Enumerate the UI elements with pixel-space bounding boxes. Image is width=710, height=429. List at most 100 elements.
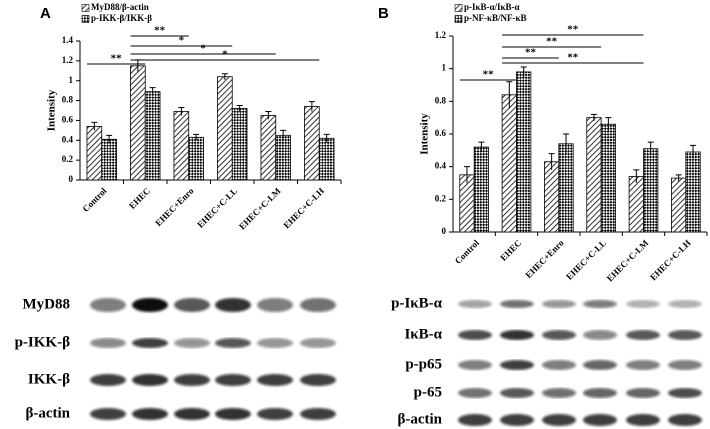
bar	[101, 138, 117, 181]
significance-label: **	[483, 69, 495, 81]
blot-label: p-IκB-α	[391, 295, 443, 311]
blot-band	[257, 298, 293, 312]
legend-swatch	[81, 4, 90, 12]
blot-label: p-65	[414, 384, 442, 400]
blot-band	[174, 374, 210, 386]
bar	[501, 94, 517, 233]
x-tick-label: EHEC+C-LM	[605, 237, 651, 283]
y-tick-label: 0	[69, 174, 74, 184]
error-bar	[265, 110, 272, 120]
y-tick-label: 0.6	[62, 114, 74, 124]
blot-band	[583, 360, 617, 370]
blot-band	[458, 360, 492, 370]
y-tick-label: 1.4	[62, 35, 74, 45]
blot-label: β-actin	[397, 411, 442, 427]
blot-band	[257, 338, 293, 348]
blot-band	[90, 338, 126, 348]
bar	[188, 136, 204, 181]
blot-label: IκB-α	[404, 326, 442, 342]
significance-label: *	[222, 49, 228, 61]
y-tick-label: 0.8	[62, 95, 74, 105]
x-tick-label: EHEC+C-LM	[237, 185, 283, 231]
blot-band	[542, 414, 576, 426]
y-tick-label: 0.4	[435, 161, 447, 171]
bar	[558, 143, 574, 233]
panel-label: A	[40, 5, 51, 22]
error-bar	[520, 66, 527, 77]
error-bar	[478, 141, 485, 152]
error-bar	[308, 101, 315, 112]
error-bar	[633, 169, 640, 183]
bar	[231, 108, 248, 181]
bar	[628, 176, 644, 233]
error-bar	[221, 73, 228, 80]
blot-band	[458, 414, 492, 426]
x-tick-label: EHEC	[498, 238, 523, 263]
error-bar	[463, 166, 470, 183]
blot-band	[583, 414, 617, 426]
bar	[318, 137, 335, 181]
bar	[459, 174, 475, 233]
error-bar	[605, 117, 612, 131]
error-bar	[563, 133, 570, 154]
y-tick-label: 1.2	[62, 55, 74, 65]
blot-label: p-IKK-β	[15, 334, 71, 350]
blot-band	[668, 360, 702, 370]
blot-band	[626, 388, 660, 398]
y-tick-label: 0.6	[435, 128, 447, 138]
blot-band	[626, 330, 660, 340]
y-tick-label: 0.2	[62, 154, 74, 164]
y-tick-label: 1.2	[435, 30, 447, 40]
blot-band	[583, 388, 617, 398]
blot-band	[90, 408, 126, 420]
blot-band	[300, 338, 336, 348]
blot-band	[542, 388, 576, 398]
blot-label: p-p65	[405, 356, 442, 372]
bar	[643, 148, 659, 233]
y-tick-label: 1	[69, 75, 74, 85]
legend-label: p-NF-κB/NF-κB	[464, 13, 527, 23]
error-bar	[647, 141, 654, 156]
blot-band	[215, 338, 251, 348]
blot-band	[668, 414, 702, 426]
blot-band	[500, 300, 534, 308]
blot-band	[668, 388, 702, 398]
blot-band	[500, 414, 534, 426]
significance-label: **	[546, 36, 558, 48]
x-tick-label: Control	[453, 237, 482, 266]
bar	[516, 71, 532, 233]
blot-band	[458, 388, 492, 398]
blot-band	[626, 300, 660, 308]
blot-band	[215, 374, 251, 386]
blot-band	[458, 330, 492, 340]
x-tick-label: EHEC+C-LL	[564, 238, 608, 282]
blot-band	[583, 330, 617, 340]
legend-label: p-IKK-β/IKK-β	[91, 13, 152, 23]
blot-band	[300, 408, 336, 420]
error-bar	[91, 121, 98, 131]
y-axis-label: Intensity	[419, 113, 431, 155]
blot-band	[257, 408, 293, 420]
error-bar	[236, 105, 243, 112]
blot-band	[132, 408, 168, 420]
blot-band	[626, 360, 660, 370]
blot-band	[90, 298, 126, 312]
blot-band	[300, 374, 336, 386]
blot-label: IKK-β	[28, 371, 70, 387]
error-bar	[675, 174, 682, 182]
x-tick-label: EHEC+Enro	[153, 185, 196, 228]
y-tick-label: 0.4	[62, 134, 74, 144]
blot-band	[500, 330, 534, 340]
blot-band	[583, 300, 617, 308]
blot-label: MyD88	[23, 296, 71, 312]
y-tick-label: 0.2	[435, 193, 447, 203]
significance-label: *	[179, 35, 185, 47]
blot-band	[542, 360, 576, 370]
x-tick-label: EHEC	[127, 186, 152, 211]
bar	[173, 111, 190, 181]
x-tick-label: EHEC+Enro	[523, 237, 566, 280]
bar	[130, 65, 146, 181]
bar	[304, 106, 320, 181]
blot-band	[132, 374, 168, 386]
